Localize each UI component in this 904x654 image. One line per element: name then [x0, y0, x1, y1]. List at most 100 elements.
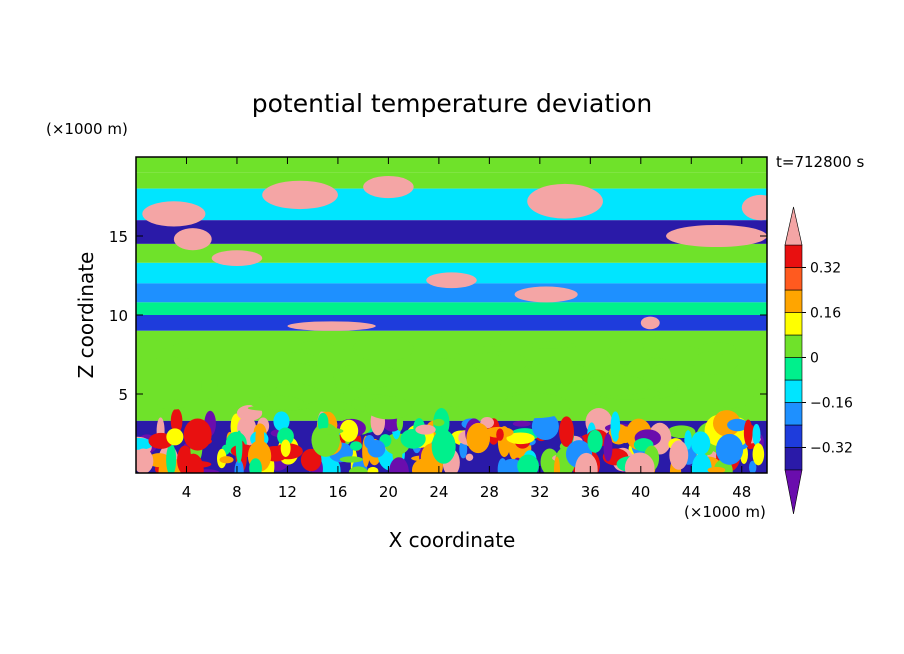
y-unit-label: (×1000 m)	[46, 120, 128, 138]
mixed-layer-eddy	[166, 428, 184, 446]
colorbar: 0.32 0.16 0 −0.16 −0.32	[784, 206, 853, 515]
field-band-2	[136, 188, 767, 221]
mixed-layer-eddy	[684, 430, 692, 450]
field-band-8	[136, 315, 767, 331]
mid-layer-patch	[335, 370, 349, 394]
x-tick-label: 20	[379, 483, 398, 501]
x-tick-label: 16	[328, 483, 347, 501]
x-unit-label: (×1000 m)	[684, 503, 766, 521]
mixed-layer-eddy	[388, 457, 409, 473]
mid-layer-patch	[333, 363, 400, 389]
colorbar-band	[784, 244, 803, 268]
mixed-layer-eddy	[339, 456, 363, 463]
x-tick-label: 12	[278, 483, 297, 501]
y-tick-label: 5	[118, 386, 128, 404]
mixed-layer-eddy	[497, 458, 508, 473]
mixed-layer-eddy	[183, 418, 212, 451]
colorbar-band	[784, 447, 803, 471]
mid-layer-patch	[352, 335, 414, 362]
mixed-layer-eddy	[691, 431, 711, 456]
mid-layer-patch	[470, 353, 502, 366]
mid-layer-patch	[157, 399, 188, 410]
mid-layer-patch	[525, 361, 589, 385]
mixed-layer-eddy	[235, 430, 243, 464]
colorbar-band	[784, 289, 803, 313]
mixed-layer-eddy	[610, 411, 621, 442]
field-band-4	[136, 243, 767, 263]
mixed-layer-eddy	[350, 441, 363, 451]
mixed-layer-eddy	[466, 422, 491, 454]
y-tick-label: 10	[109, 307, 128, 325]
x-tick-label: 8	[232, 483, 242, 501]
colorbar-band	[784, 267, 803, 291]
mixed-layer-eddy	[506, 432, 535, 445]
colorbar-band	[784, 312, 803, 336]
mid-layer-patch	[501, 393, 571, 419]
mixed-layer-eddy	[136, 448, 154, 473]
positive-anomaly	[142, 201, 206, 227]
mixed-layer-eddy	[367, 466, 379, 473]
mixed-layer-eddy	[748, 460, 757, 473]
positive-anomaly	[262, 180, 338, 210]
x-tick-label: 32	[530, 483, 549, 501]
mixed-layer-eddy	[715, 433, 744, 465]
x-tick-label: 36	[581, 483, 600, 501]
x-axis-ticks: 4 8 12 16 20 24 28 32 36 40 44 48	[182, 157, 751, 501]
mixed-layer-eddy	[587, 429, 603, 453]
mid-layer-patch	[655, 330, 669, 351]
mixed-layer-eddy	[348, 466, 368, 473]
mid-layer-patch	[581, 375, 650, 396]
mixed-layer-eddy	[219, 456, 234, 464]
x-tick-label: 44	[682, 483, 701, 501]
mid-layer-patch	[648, 362, 703, 386]
x-axis-label: X coordinate	[389, 528, 516, 552]
mid-layer-patch	[249, 395, 304, 410]
colorbar-label: −0.32	[810, 441, 853, 457]
mixed-layer-eddy	[280, 439, 291, 457]
mixed-layer-eddy	[517, 454, 539, 473]
colorbar-band	[784, 334, 803, 358]
mixed-layer-eddy	[415, 424, 436, 435]
positive-anomaly	[363, 175, 414, 199]
mixed-layer-eddy	[277, 427, 294, 446]
mixed-layer-eddy	[411, 458, 439, 473]
colorbar-label: −0.16	[810, 396, 853, 412]
mixed-layer-eddy	[743, 419, 753, 446]
mixed-layer-eddy	[624, 452, 655, 473]
mixed-layer-eddy	[727, 418, 748, 432]
mixed-layer-eddy	[669, 440, 689, 470]
mixed-layer-eddy	[273, 411, 290, 432]
mixed-layer-eddy	[431, 429, 456, 464]
field-band-1	[136, 172, 767, 189]
positive-anomaly	[527, 183, 603, 219]
mixed-layer-eddy	[367, 439, 386, 458]
mixed-layer-eddy	[300, 448, 322, 472]
field-band-6	[136, 283, 767, 303]
positive-anomaly	[514, 286, 578, 303]
x-tick-label: 28	[480, 483, 499, 501]
mixed-layer-eddy	[316, 427, 344, 435]
mixed-layer-eddy	[707, 466, 726, 473]
mixed-layer-eddy	[182, 453, 204, 473]
mixed-layer-eddy	[752, 443, 765, 466]
colorbar-band	[784, 357, 803, 381]
mid-layer-patch	[655, 345, 703, 362]
mixed-layer-eddy	[166, 443, 177, 473]
colorbar-label: 0	[810, 351, 819, 367]
mid-layer-patch	[136, 339, 166, 360]
mixed-layer-eddy	[553, 456, 561, 473]
mixed-layer-eddy	[603, 433, 613, 462]
mixed-layer-eddy	[396, 414, 404, 432]
mid-layer-patch	[693, 351, 727, 375]
mid-layer-patch	[711, 385, 754, 409]
colorbar-extend-max	[784, 206, 803, 246]
colorbar-band	[784, 379, 803, 403]
mid-layer-patch	[170, 342, 198, 359]
field-band-0	[136, 157, 767, 173]
mid-layer-patch	[606, 341, 653, 366]
mid-layer-patch	[441, 382, 469, 408]
y-axis-ticks: 5 10 15	[109, 228, 767, 404]
x-tick-label: 48	[732, 483, 751, 501]
mid-layer-patch	[526, 341, 577, 349]
mixed-layer-eddy	[400, 429, 426, 449]
